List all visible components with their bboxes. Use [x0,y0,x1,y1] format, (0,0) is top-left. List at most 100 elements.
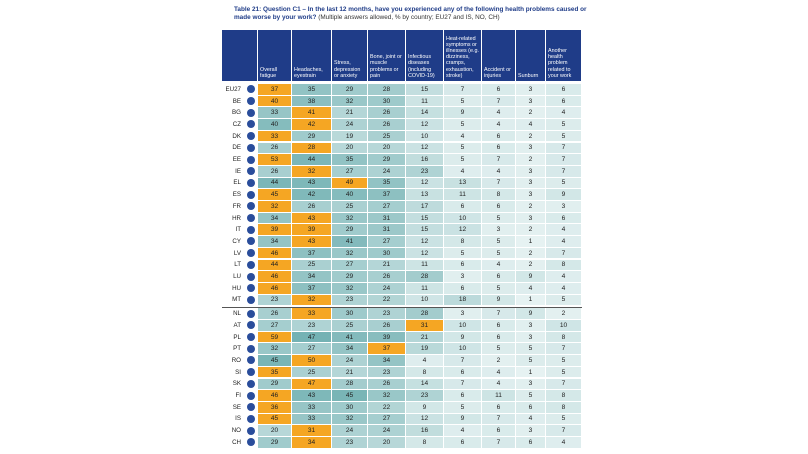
value-cell: 29 [292,130,332,143]
value-cell: 5 [482,247,516,260]
column-header: Overall fatigue [258,30,292,82]
value-cell: 50 [292,355,332,367]
value-cell: 26 [368,378,406,391]
value-cell: 7 [444,84,482,96]
value-cell: 31 [368,224,406,237]
flag [244,343,258,356]
country-code: LT [222,259,244,272]
value-cell: 9 [516,308,546,320]
country-code: SI [222,366,244,379]
value-cell: 5 [546,177,582,190]
value-cell: 15 [406,212,444,225]
value-cell: 12 [406,142,444,155]
value-cell: 12 [406,177,444,190]
value-cell: 25 [332,320,368,332]
value-cell: 47 [292,378,332,391]
value-cell: 3 [516,425,546,437]
value-cell: 32 [332,247,368,260]
value-cell: 34 [258,212,292,225]
flag [244,259,258,272]
value-cell: 5 [444,247,482,260]
value-cell: 7 [546,165,582,178]
value-cell: 5 [516,390,546,402]
value-cell: 35 [332,154,368,166]
value-cell: 44 [292,154,332,166]
flag [244,308,258,320]
value-cell: 7 [482,95,516,108]
value-cell: 9 [444,107,482,120]
value-cell: 2 [516,201,546,213]
value-cell: 11 [482,390,516,402]
value-cell: 13 [444,177,482,190]
value-cell: 25 [332,201,368,213]
country-code: NL [222,308,244,320]
value-cell: 7 [546,154,582,166]
value-cell: 4 [444,425,482,437]
value-cell: 27 [332,165,368,178]
value-cell: 3 [516,331,546,344]
value-cell: 26 [368,320,406,332]
value-cell: 26 [368,107,406,120]
value-cell: 4 [546,236,582,248]
flag [244,282,258,295]
value-cell: 7 [546,343,582,356]
value-cell: 35 [292,84,332,96]
value-cell: 7 [444,355,482,367]
value-cell: 3 [482,224,516,237]
value-cell: 23 [406,390,444,402]
value-cell: 1 [516,236,546,248]
value-cell: 37 [368,343,406,356]
value-cell: 26 [368,119,406,131]
value-cell: 9 [516,271,546,283]
value-cell: 4 [482,165,516,178]
value-cell: 9 [444,413,482,426]
country-code: FI [222,390,244,402]
flag [244,378,258,391]
value-cell: 25 [292,259,332,272]
value-cell: 3 [516,177,546,190]
value-cell: 28 [292,142,332,155]
value-cell: 7 [546,378,582,391]
country-code: BE [222,95,244,108]
value-cell: 46 [258,247,292,260]
value-cell: 2 [516,130,546,143]
value-cell: 12 [406,236,444,248]
column-header: Sunburn [516,30,546,82]
value-cell: 43 [292,212,332,225]
value-cell: 6 [444,437,482,449]
value-cell: 29 [258,378,292,391]
country-code: LV [222,247,244,260]
value-cell: 10 [406,294,444,307]
value-cell: 27 [332,259,368,272]
value-cell: 5 [482,343,516,356]
value-cell: 11 [406,95,444,108]
value-cell: 6 [444,282,482,295]
value-cell: 46 [258,390,292,402]
value-cell: 4 [516,413,546,426]
value-cell: 29 [258,437,292,449]
flag [244,130,258,143]
value-cell: 53 [258,154,292,166]
value-cell: 21 [368,259,406,272]
value-cell: 29 [332,84,368,96]
column-header: Accident or injuries [482,30,516,82]
country-code: DK [222,130,244,143]
value-cell: 27 [368,236,406,248]
value-cell: 12 [444,224,482,237]
value-cell: 8 [546,259,582,272]
column-header: Headaches, eyestrain [292,30,332,82]
value-cell: 3 [516,189,546,201]
value-cell: 11 [406,282,444,295]
value-cell: 46 [258,271,292,283]
value-cell: 45 [332,390,368,402]
value-cell: 6 [482,201,516,213]
value-cell: 13 [406,189,444,201]
value-cell: 5 [444,401,482,414]
value-cell: 37 [292,282,332,295]
value-cell: 11 [444,189,482,201]
flag [244,331,258,344]
value-cell: 41 [332,236,368,248]
value-cell: 5 [444,95,482,108]
value-cell: 3 [444,271,482,283]
value-cell: 2 [516,154,546,166]
